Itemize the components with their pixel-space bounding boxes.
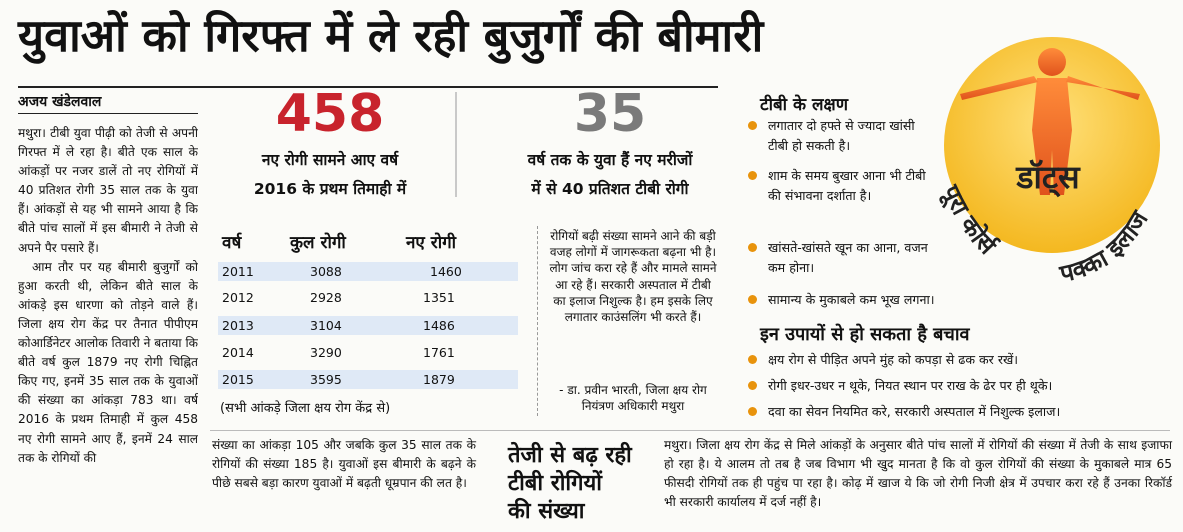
cell-new: 1761 — [423, 345, 455, 360]
list-item: रोगी इधर-उधर न थूके, नियत स्थान पर राख क… — [748, 376, 1183, 396]
cell-new: 1486 — [423, 318, 455, 333]
list-item: लगातार दो हफ्ते से ज्यादा खांसी टीबी हो … — [748, 116, 938, 156]
quote-attribution-1: - डा. प्रवीन भारती, जिला क्षय रोग — [559, 383, 707, 397]
list-item: खांसते-खांसते खून का आना, वजन कम होना। — [748, 238, 938, 278]
list-item: दवा का सेवन नियमित करे, सरकारी अस्पताल म… — [748, 402, 1183, 422]
stat1-caption-2: 2016 के प्रथम तिमाही में — [253, 180, 407, 198]
logo-brand: डॉट्स — [1015, 158, 1081, 197]
stat2-caption-1: वर्ष तक के युवा हैं नए मरीजों — [527, 151, 693, 169]
cell-year: 2013 — [222, 318, 254, 333]
byline: अजय खंडेलवाल — [18, 94, 102, 110]
article-continued-text: संख्या का आंकड़ा 105 और जबकि कुल 35 साल … — [212, 438, 476, 491]
table-row: 2014 3290 1761 — [218, 343, 518, 362]
bottom-article-text: मथुरा। जिला क्षय रोग केंद्र से मिले आंकड… — [664, 438, 1172, 510]
symptoms-heading: टीबी के लक्षण — [760, 95, 848, 115]
main-article-text: मथुरा। टीबी युवा पीढ़ी को तेजी से अपनी ग… — [18, 124, 198, 528]
list-item: क्षय रोग से पीड़ित अपने मुंह को कपड़ा से… — [748, 350, 1183, 370]
list-item: सामान्य के मुकाबले कम भूख लगना। — [748, 290, 1028, 310]
byline-rule — [18, 113, 198, 114]
article-paragraph-1: मथुरा। टीबी युवा पीढ़ी को तेजी से अपनी ग… — [18, 126, 198, 255]
cell-year: 2011 — [222, 264, 254, 279]
cell-new: 1460 — [430, 264, 462, 279]
cell-total: 3290 — [310, 345, 342, 360]
table-row: 2015 3595 1879 — [218, 370, 518, 389]
bottom-heading-3: की संख्या — [508, 499, 585, 524]
bullet-icon — [748, 295, 757, 304]
table-header-total: कुल रोगी — [290, 233, 346, 253]
cell-total: 3104 — [310, 318, 342, 333]
bullet-icon — [748, 407, 757, 416]
headline: युवाओं को गिरफ्त में ले रही बुजुर्गों की… — [18, 9, 764, 62]
bullet-icon — [748, 121, 757, 130]
cell-new: 1351 — [423, 290, 455, 305]
bullet-icon — [748, 381, 757, 390]
article-paragraph-2: आम तौर पर यह बीमारी बुजुर्गों को हुआ करत… — [18, 259, 198, 465]
cell-year: 2014 — [222, 345, 254, 360]
table-row: 2012 2928 1351 — [218, 288, 518, 307]
table-header: वर्ष कुल रोगी नए रोगी — [218, 230, 523, 256]
stat1-caption-1: नए रोगी सामने आए वर्ष — [261, 151, 399, 169]
table-header-new: नए रोगी — [406, 233, 457, 253]
patients-table: वर्ष कुल रोगी नए रोगी 2011 3088 1460 201… — [218, 230, 523, 420]
cell-total: 3595 — [310, 372, 342, 387]
human-figure-icon — [960, 48, 1140, 195]
expert-quote: रोगियों बढ़ी संख्या सामने आने की बड़ी वज… — [549, 229, 717, 325]
stat1-number: 458 — [275, 84, 385, 144]
bottom-heading-1: तेजी से बढ़ रही — [508, 443, 632, 468]
cell-total: 3088 — [310, 264, 342, 279]
table-row: 2013 3104 1486 — [218, 316, 518, 335]
bullet-icon — [748, 243, 757, 252]
table-header-year: वर्ष — [222, 233, 242, 253]
bullet-icon — [748, 171, 757, 180]
cell-year: 2015 — [222, 372, 254, 387]
bullet-icon — [748, 355, 757, 364]
list-item: शाम के समय बुखार आना भी टीबी की संभावना … — [748, 166, 938, 206]
table-source: (सभी आंकड़े जिला क्षय रोग केंद्र से) — [220, 401, 391, 416]
prevention-heading: इन उपायों से हो सकता है बचाव — [760, 324, 970, 345]
cell-year: 2012 — [222, 290, 254, 305]
stat-divider — [455, 92, 457, 197]
stat2-number: 35 — [573, 84, 647, 144]
dots-logo: डॉट्स पूरा कोर्स पक्का इलाज — [934, 37, 1160, 288]
cell-new: 1879 — [423, 372, 455, 387]
quote-divider — [537, 226, 539, 416]
cell-total: 2928 — [310, 290, 342, 305]
quote-attribution-2: नियंत्रण अधिकारी मथुरा — [581, 399, 685, 413]
table-row: 2011 3088 1460 — [218, 262, 518, 281]
bottom-rule — [210, 430, 1170, 431]
headline-rule — [18, 86, 718, 88]
stat2-caption-2: में से 40 प्रतिशत टीबी रोगी — [531, 180, 689, 198]
bottom-heading-2: टीबी रोगियों — [508, 471, 602, 496]
